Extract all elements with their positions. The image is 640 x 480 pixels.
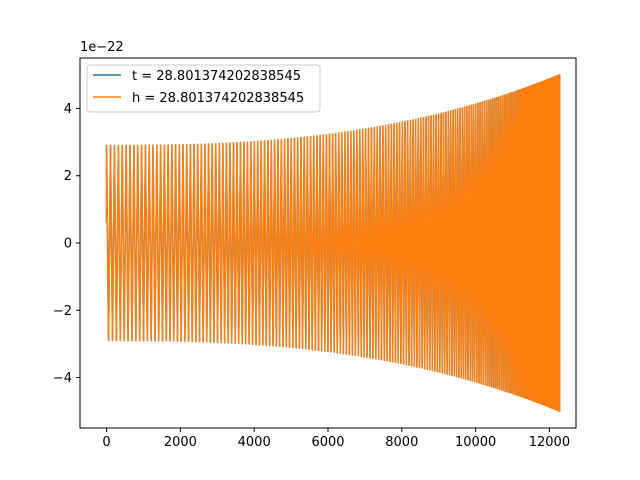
x-tick-label: 10000 bbox=[455, 435, 496, 450]
x-tick-label: 12000 bbox=[529, 435, 570, 450]
y-offset-label: 1e−22 bbox=[80, 40, 124, 55]
x-tick-label: 6000 bbox=[311, 435, 344, 450]
x-tick-label: 2000 bbox=[164, 435, 197, 450]
legend-label-t: t = 28.801374202838545 bbox=[132, 69, 301, 84]
series-layer bbox=[105, 74, 561, 412]
series-line-h bbox=[105, 74, 561, 412]
x-tick-label: 0 bbox=[102, 435, 110, 450]
y-axis: −4 −2 0 2 4 bbox=[53, 102, 80, 386]
y-tick-label: 4 bbox=[64, 102, 72, 117]
x-tick-label: 4000 bbox=[238, 435, 271, 450]
x-axis: 0 2000 4000 6000 8000 10000 12000 bbox=[102, 428, 570, 450]
legend-label-h: h = 28.801374202838545 bbox=[132, 91, 304, 106]
x-tick-label: 8000 bbox=[385, 435, 418, 450]
y-tick-label: −4 bbox=[53, 371, 72, 386]
y-tick-label: 2 bbox=[64, 169, 72, 184]
legend-box bbox=[86, 64, 321, 113]
legend: t = 28.801374202838545 h = 28.8013742028… bbox=[86, 64, 321, 113]
y-tick-label: 0 bbox=[64, 237, 72, 252]
y-tick-label: −2 bbox=[53, 304, 72, 319]
